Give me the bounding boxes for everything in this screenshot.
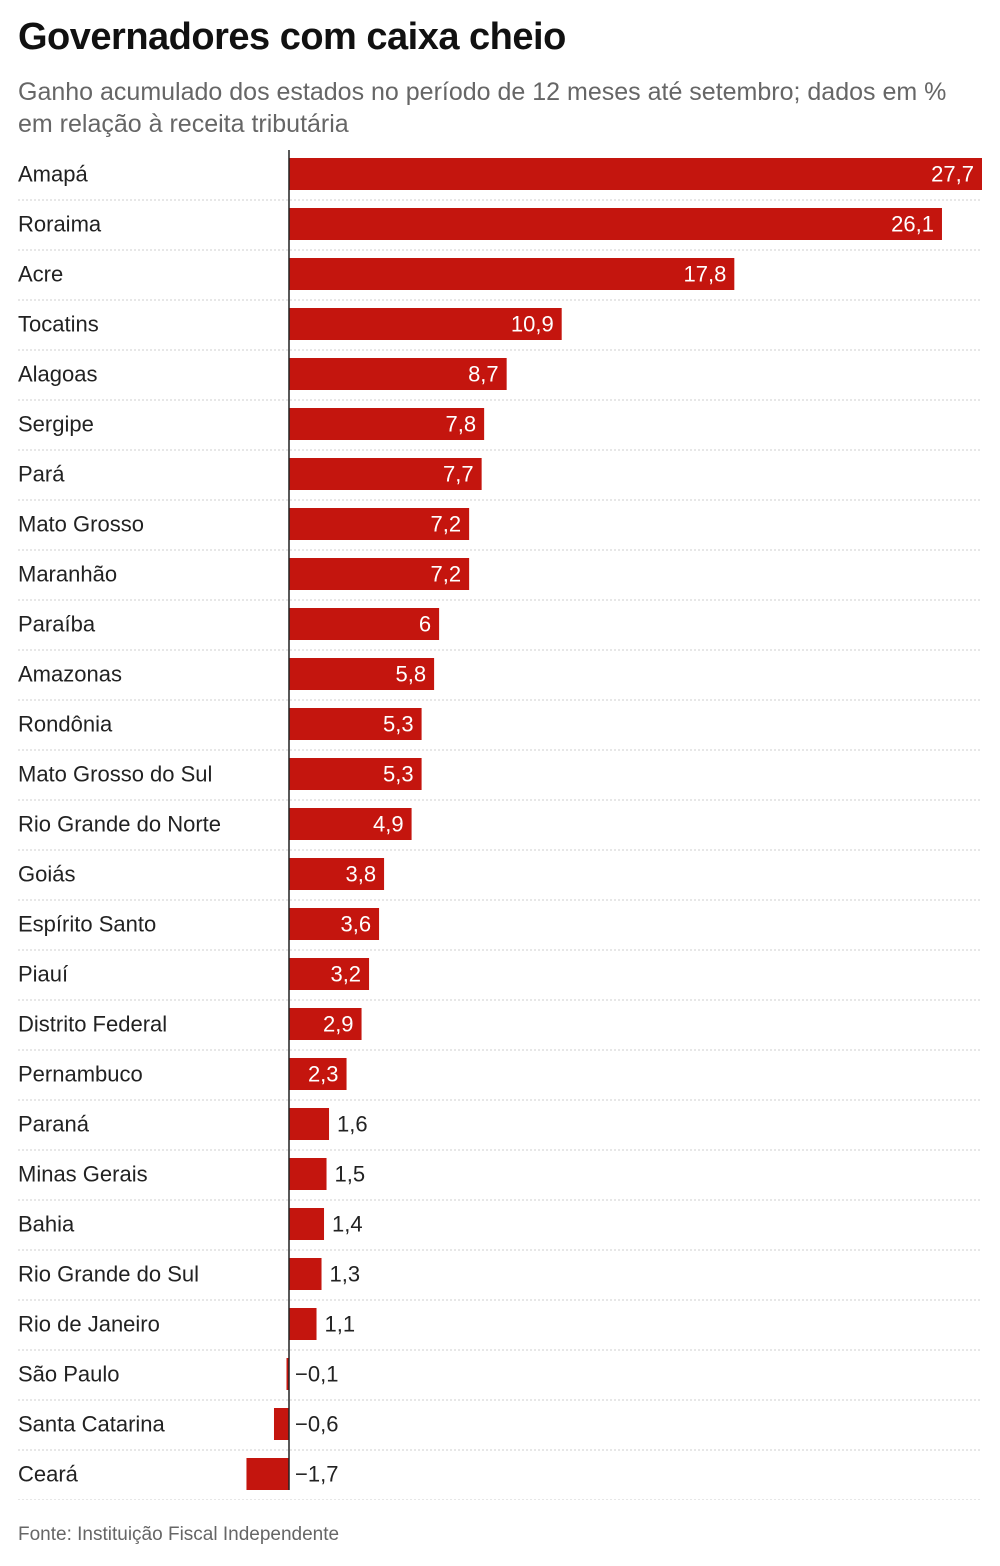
chart-subtitle: Ganho acumulado dos estados no período d… — [18, 78, 947, 138]
bar — [246, 1458, 289, 1490]
value-label: 10,9 — [511, 312, 554, 337]
bar — [289, 958, 370, 990]
value-label: 1,1 — [325, 1312, 356, 1337]
category-label: Alagoas — [18, 362, 98, 387]
category-label: Sergipe — [18, 412, 94, 437]
bar — [289, 308, 562, 340]
category-label: Mato Grosso — [18, 512, 144, 537]
bar — [289, 1208, 325, 1240]
bar — [286, 1358, 289, 1390]
value-label: 17,8 — [683, 262, 726, 287]
bar — [289, 1308, 317, 1340]
bar — [289, 658, 435, 690]
category-label: Ceará — [18, 1462, 79, 1487]
bar — [289, 258, 735, 290]
bar-chart: Amapá 27,7 Roraima 26,1 Acre 17,8 Tocatins 10,9… — [18, 150, 982, 1500]
bar — [289, 1008, 362, 1040]
category-label: Minas Gerais — [18, 1162, 148, 1187]
value-label: 6 — [419, 612, 431, 637]
value-label: 3,2 — [330, 962, 361, 987]
category-label: Goiás — [18, 862, 75, 887]
bar — [289, 908, 380, 940]
value-label: 2,3 — [308, 1062, 339, 1087]
category-label: Rondônia — [18, 712, 113, 737]
value-label: 3,8 — [345, 862, 376, 887]
value-label: 5,3 — [383, 712, 414, 737]
bar — [289, 1158, 327, 1190]
category-label: Acre — [18, 262, 63, 287]
category-label: Paraíba — [18, 612, 96, 637]
bar — [289, 858, 385, 890]
category-label: Bahia — [18, 1212, 75, 1237]
bar — [289, 408, 485, 440]
category-label: Piauí — [18, 962, 68, 987]
category-label: Mato Grosso do Sul — [18, 762, 212, 787]
category-label: Santa Catarina — [18, 1412, 166, 1437]
category-label: Rio de Janeiro — [18, 1312, 160, 1337]
bar — [289, 708, 422, 740]
category-label: Amazonas — [18, 662, 122, 687]
category-label: Distrito Federal — [18, 1012, 167, 1037]
value-label: 27,7 — [931, 162, 974, 187]
category-label: Roraima — [18, 212, 102, 237]
bar — [289, 158, 982, 190]
value-label: −0,6 — [295, 1412, 338, 1437]
bar — [289, 458, 482, 490]
bar — [289, 208, 942, 240]
value-label: 5,3 — [383, 762, 414, 787]
bar — [289, 1108, 330, 1140]
value-label: −1,7 — [295, 1462, 338, 1487]
value-label: 7,2 — [431, 512, 462, 537]
category-label: Tocatins — [18, 312, 99, 337]
value-label: 1,5 — [335, 1162, 366, 1187]
value-label: 3,6 — [340, 912, 371, 937]
category-label: São Paulo — [18, 1362, 120, 1387]
value-label: 5,8 — [396, 662, 427, 687]
value-label: 7,2 — [431, 562, 462, 587]
source-note: Fonte: Instituição Fiscal Independente — [18, 1524, 340, 1545]
category-label: Pará — [18, 462, 65, 487]
value-label: 4,9 — [373, 812, 404, 837]
value-label: 1,4 — [332, 1212, 363, 1237]
value-label: −0,1 — [295, 1362, 338, 1387]
value-label: 7,8 — [446, 412, 477, 437]
bar — [289, 1058, 347, 1090]
category-label: Paraná — [18, 1112, 90, 1137]
bar — [289, 1258, 322, 1290]
bar — [289, 358, 507, 390]
bar — [273, 1408, 289, 1440]
value-label: 7,7 — [443, 462, 474, 487]
bar — [289, 758, 422, 790]
category-label: Espírito Santo — [18, 912, 156, 937]
chart-title: Governadores com caixa cheio — [18, 16, 566, 58]
bar — [289, 558, 470, 590]
bar — [289, 608, 440, 640]
bar — [289, 808, 412, 840]
value-label: 8,7 — [468, 362, 499, 387]
category-label: Pernambuco — [18, 1062, 143, 1087]
value-label: 1,6 — [337, 1112, 368, 1137]
bar — [289, 508, 470, 540]
value-label: 1,3 — [330, 1262, 361, 1287]
category-label: Maranhão — [18, 562, 117, 587]
category-label: Rio Grande do Sul — [18, 1262, 199, 1287]
value-label: 2,9 — [323, 1012, 354, 1037]
category-label: Amapá — [18, 162, 88, 187]
category-label: Rio Grande do Norte — [18, 812, 221, 837]
value-label: 26,1 — [891, 212, 934, 237]
